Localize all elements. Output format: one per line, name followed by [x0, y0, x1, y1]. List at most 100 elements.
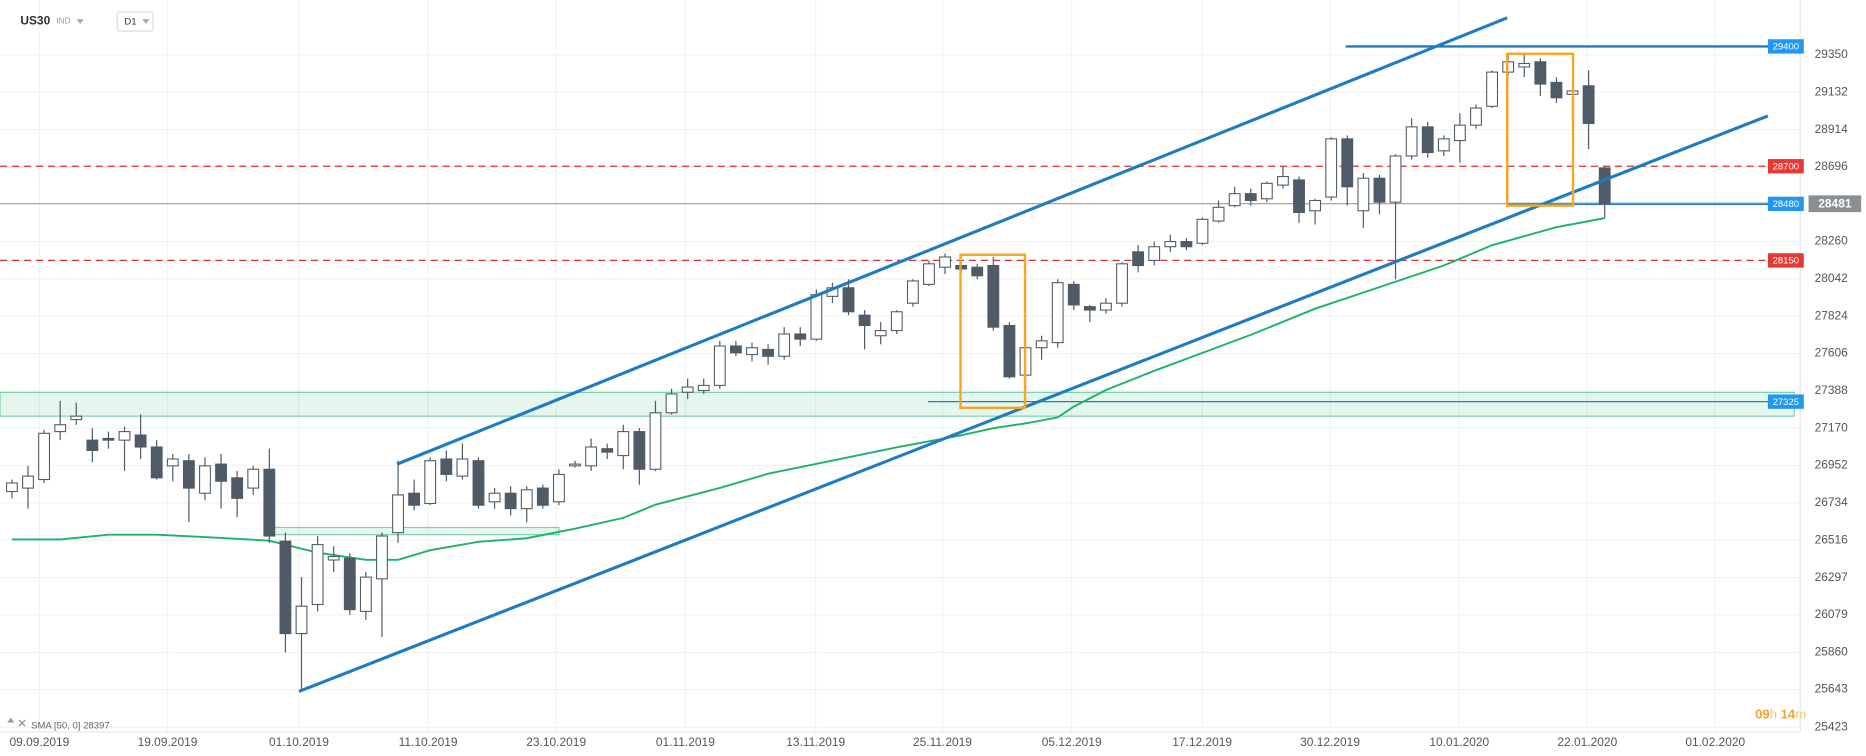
candle-body	[1132, 251, 1145, 267]
candle-body	[392, 494, 404, 534]
level-label-box	[1767, 39, 1804, 54]
candle-body	[215, 463, 227, 482]
indicator-icons[interactable]	[7, 717, 26, 727]
candle-body	[1083, 306, 1096, 311]
candle-body	[70, 415, 83, 421]
candle-body	[247, 468, 260, 489]
x-tick-label: 30.12.2019	[1300, 735, 1360, 749]
last-price-box	[1808, 195, 1862, 213]
candle-body	[343, 557, 356, 611]
candle-body	[1486, 71, 1499, 107]
candle-body	[1244, 193, 1257, 202]
trendline	[396, 16, 1508, 466]
timeframe-button[interactable]	[116, 11, 154, 32]
candle-body	[665, 393, 678, 414]
candle-body	[601, 448, 614, 453]
candle-body	[874, 330, 887, 337]
candle-body	[649, 412, 662, 470]
timeframe-caret[interactable]	[142, 19, 150, 24]
overlay-layer	[298, 16, 1769, 693]
x-tick-label: 13.11.2019	[786, 735, 845, 749]
y-tick-label: 27388	[1815, 383, 1849, 397]
x-tick-label: 01.02.2020	[1685, 735, 1745, 749]
candle-body	[327, 556, 340, 561]
x-tick-label: 22.01.2020	[1557, 735, 1617, 749]
remove-icon[interactable]	[18, 719, 26, 727]
candle-body	[440, 458, 453, 475]
candle-body	[86, 439, 99, 451]
level-label-box	[1767, 196, 1804, 212]
candle-body	[762, 348, 775, 357]
candle-body	[456, 458, 469, 477]
candle-body	[1534, 61, 1547, 85]
candle-body	[939, 256, 951, 268]
candle-body	[5, 482, 18, 493]
candle-body	[794, 333, 807, 340]
x-tick-label: 09.09.2019	[10, 735, 70, 749]
candle-body	[1453, 124, 1466, 142]
y-tick-label: 29132	[1815, 84, 1849, 98]
candle-body	[1470, 107, 1482, 126]
y-tick-label: 26734	[1815, 495, 1849, 509]
candle-body	[633, 431, 646, 470]
timer-m: m	[1795, 707, 1806, 722]
candle-body	[617, 431, 630, 457]
indicator-label: SMA [50, 0] 28397	[31, 721, 110, 732]
candle-body	[54, 424, 67, 433]
candle-body	[923, 263, 935, 285]
candle-body	[150, 446, 163, 479]
candle-body	[681, 386, 694, 393]
market: IND	[56, 16, 70, 26]
visibility-icon[interactable]	[7, 717, 15, 723]
symbol[interactable]: US30	[20, 14, 50, 28]
candle-body	[472, 460, 485, 506]
candle-body	[746, 347, 758, 356]
candle-body	[890, 311, 903, 332]
candle-body	[118, 431, 131, 441]
candle-body	[697, 384, 710, 392]
candle-body	[1180, 241, 1193, 248]
timer-minutes: 14	[1781, 707, 1796, 722]
candle-body	[1051, 282, 1064, 344]
grid-layer	[0, 0, 1801, 733]
candle-body	[504, 492, 517, 510]
candle-body	[1116, 263, 1128, 304]
candle-body	[536, 487, 549, 506]
x-tick-label: 19.09.2019	[138, 735, 198, 749]
level-label-box	[1767, 253, 1804, 268]
candle-body	[182, 460, 195, 489]
candle-body	[1035, 340, 1048, 349]
candle-body	[1341, 138, 1354, 188]
candle-body	[810, 294, 823, 340]
candle-body	[359, 576, 372, 612]
candle-body	[295, 605, 308, 635]
candle-body	[842, 287, 855, 313]
candle-body	[1389, 155, 1402, 203]
timeframe[interactable]: D1	[124, 17, 136, 28]
timer-h: h	[1770, 707, 1777, 722]
candle-body	[102, 437, 115, 441]
y-tick-label: 26297	[1815, 570, 1849, 584]
y-tick-label: 27824	[1815, 308, 1849, 322]
highlight-box	[1506, 52, 1575, 207]
candle-body	[1421, 126, 1434, 154]
candle-body	[263, 468, 276, 537]
candle-body	[520, 489, 533, 510]
candle-body	[279, 540, 292, 635]
dropdown-caret[interactable]	[76, 19, 84, 24]
candle-body	[38, 432, 51, 481]
candle-body	[231, 477, 244, 499]
candle-body	[1277, 175, 1289, 186]
candle-body	[199, 465, 211, 494]
y-tick-label: 28042	[1815, 271, 1849, 285]
level-label-box	[1767, 394, 1804, 409]
candle-body	[311, 544, 324, 606]
level-label: 29400	[1773, 42, 1800, 53]
trendline	[298, 114, 1769, 693]
x-tick-label: 11.10.2019	[399, 735, 458, 749]
candle-timer: 09h 14m	[1755, 707, 1806, 722]
candle-body	[1325, 138, 1338, 198]
